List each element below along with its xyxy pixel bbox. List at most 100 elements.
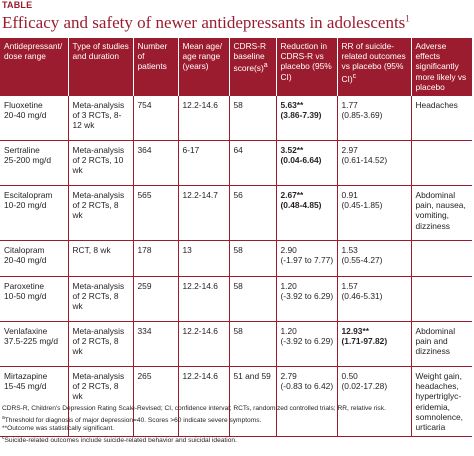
- reduction-value: 1.20: [280, 281, 297, 292]
- rr-value: 0.50: [341, 371, 358, 382]
- study-type: Meta-analysis of 2 RCTs, 8 wk: [72, 190, 125, 221]
- cell-study: Meta-analysis of 2 RCTs, 10 wk: [67, 140, 133, 186]
- header-rr: RR of suicide-related outcomes vs placeb…: [336, 38, 411, 96]
- cell-reduction: 1.20 (-3.92 to 6.29): [275, 321, 337, 367]
- reduction-ci: (-3.92 to 6.29): [280, 291, 334, 302]
- patient-count: 259: [137, 281, 152, 292]
- cell-reduction: 2.90 (-1.97 to 7.77): [275, 240, 337, 277]
- footnote-a: aThreshold for diagnosis of major depres…: [2, 414, 472, 426]
- footnotes: CDRS-R, Children's Depression Rating Sca…: [2, 405, 472, 446]
- rr-ci: (0.85-3.69): [341, 110, 383, 121]
- footnote-c-mark: c: [2, 434, 5, 441]
- rr-ci: (0.46-5.31): [341, 291, 383, 302]
- cell-adverse: [410, 240, 472, 277]
- rr-ci: (0.55-4.27): [341, 255, 383, 266]
- footnote-c: cSuicide-related outcomes include suicid…: [2, 434, 472, 446]
- cell-age: 12.2-14.6: [177, 276, 229, 322]
- header-patients: Number of patients: [132, 38, 178, 96]
- header-cdrs-text: CDRS-R baseline score(s): [233, 41, 267, 74]
- table-row: Escitalopram 10-20 mg/d Meta-analysis of 2…: [0, 185, 472, 241]
- reduction-value: 2.79: [280, 371, 297, 382]
- cdrs-score: 56: [233, 190, 243, 201]
- study-type: Meta-analysis of 3 RCTs, 8-12 wk: [72, 100, 125, 131]
- patient-count: 565: [137, 190, 152, 201]
- dose-range: 10-50 mg/d: [4, 291, 47, 302]
- reduction-ci: (3.86-7.39): [280, 110, 322, 121]
- cell-cdrs: 58: [228, 95, 276, 141]
- rr-value: 0.91: [341, 190, 358, 201]
- cell-age: 12.2-14.7: [177, 185, 229, 241]
- cell-age: 12.2-14.6: [177, 366, 229, 438]
- cell-drug: Mirtazapine 15-45 mg/d: [0, 366, 68, 438]
- reduction-value: 2.67**: [280, 190, 304, 201]
- footnote-a-text: Threshold for diagnosis of major depress…: [4, 416, 262, 424]
- cell-rr: 0.91 (0.45-1.85): [336, 185, 411, 241]
- patient-count: 754: [137, 100, 152, 111]
- cell-drug: Escitalopram 10-20 mg/d: [0, 185, 68, 241]
- cell-adverse: [410, 276, 472, 322]
- table-row: Fluoxetine 20-40 mg/d Meta-analysis of 3 R…: [0, 95, 472, 141]
- study-type: Meta-analysis of 2 RCTs, 8 wk: [72, 281, 125, 312]
- dose-range: 20-40 mg/d: [4, 255, 47, 266]
- table-row: Citalopram 20-40 mg/d RCT, 8 wk 178 13 58 2.90…: [0, 240, 472, 277]
- reduction-ci: (-0.83 to 6.42): [280, 381, 334, 392]
- drug-name: Citalopram: [4, 245, 45, 256]
- cell-cdrs: 56: [228, 185, 276, 241]
- dose-range: 10-20 mg/d: [4, 200, 47, 211]
- footnote-c-text: Suicide-related outcomes include suicide…: [4, 437, 237, 445]
- drug-name: Escitalopram: [4, 190, 53, 201]
- study-type: Meta-analysis of 2 RCTs, 10 wk: [72, 145, 125, 176]
- header-cdrs-mark: a: [263, 62, 268, 70]
- rr-ci: (1.71-97.82): [341, 336, 388, 347]
- patient-count: 178: [137, 245, 152, 256]
- rr-ci: (0.61-14.52): [341, 155, 388, 166]
- cell-rr: 2.97 (0.61-14.52): [336, 140, 411, 186]
- cdrs-score: 51 and 59: [233, 371, 271, 382]
- cell-cdrs: 58: [228, 321, 276, 367]
- dose-range: 15-45 mg/d: [4, 381, 47, 392]
- drug-name: Mirtazapine: [4, 371, 48, 382]
- cell-study: Meta-analysis of 3 RCTs, 8-12 wk: [67, 95, 133, 141]
- patient-count: 334: [137, 326, 152, 337]
- table-body: Fluoxetine 20-40 mg/d Meta-analysis of 3 R…: [0, 95, 472, 438]
- footnote-a-mark: a: [2, 414, 5, 421]
- cell-cdrs: 58: [228, 240, 276, 277]
- drug-name: Sertraline: [4, 145, 40, 156]
- cdrs-score: 58: [233, 281, 243, 292]
- header-drug: Antidepressant/ dose range: [0, 38, 68, 96]
- cdrs-score: 64: [233, 145, 243, 156]
- table-row: Sertraline 25-200 mg/d Meta-analysis of 2 …: [0, 140, 472, 186]
- header-cdrs: CDRS-R baseline score(s)a: [228, 38, 276, 96]
- table-row: Venlafaxine 37.5-225 mg/d Meta-analysis of…: [0, 321, 472, 367]
- cell-rr: 12.93** (1.71-97.82): [336, 321, 411, 367]
- dose-range: 37.5-225 mg/d: [4, 336, 59, 347]
- rr-value: 1.57: [341, 281, 358, 292]
- cell-reduction: 2.79 (-0.83 to 6.42): [275, 366, 337, 438]
- footnote-b: **Outcome was statistically significant.: [2, 425, 115, 433]
- header-row: Antidepressant/ dose range Type of studi…: [0, 38, 472, 96]
- dose-range: 20-40 mg/d: [4, 110, 47, 121]
- patient-count: 265: [137, 371, 152, 382]
- cell-patients: 565: [132, 185, 178, 241]
- study-type: Meta-analysis of 2 RCTs, 8 wk: [72, 371, 125, 402]
- table-title-text: Efficacy and safety of newer antidepress…: [2, 13, 406, 32]
- cell-drug: Fluoxetine 20-40 mg/d: [0, 95, 68, 141]
- reduction-ci: (-1.97 to 7.77): [280, 255, 334, 266]
- header-study: Type of studies and duration: [67, 38, 133, 96]
- reduction-value: 1.20: [280, 326, 297, 337]
- rr-ci: (0.02-17.28): [341, 381, 388, 392]
- cell-rr: 1.77 (0.85-3.69): [336, 95, 411, 141]
- rr-value: 1.53: [341, 245, 358, 256]
- cell-rr: 1.57 (0.46-5.31): [336, 276, 411, 322]
- rr-value: 2.97: [341, 145, 358, 156]
- age-range: 12.2-14.6: [182, 100, 218, 111]
- rr-value: 12.93**: [341, 326, 369, 337]
- cell-age: 13: [177, 240, 229, 277]
- cdrs-score: 58: [233, 326, 243, 337]
- reduction-ci: (0.04-6.64): [280, 155, 322, 166]
- antidepressant-table: Antidepressant/ dose range Type of studi…: [0, 38, 472, 438]
- cell-cdrs: 58: [228, 276, 276, 322]
- header-reduction: Reduction in CDRS-R vs placebo (95% CI): [275, 38, 337, 96]
- adverse-effects: Headaches: [415, 100, 458, 111]
- cell-patients: 178: [132, 240, 178, 277]
